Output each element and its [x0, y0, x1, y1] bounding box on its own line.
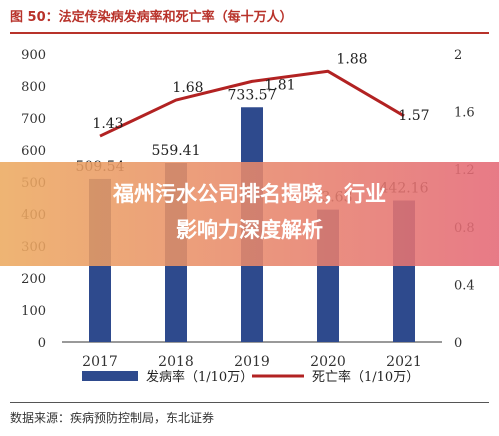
y-left-tick-label: 200: [21, 272, 46, 287]
line-data-label: 1.43: [92, 116, 123, 132]
y-left-tick-label: 800: [21, 80, 46, 95]
bar-data-label: 559.41: [152, 143, 201, 159]
title-rule: [10, 32, 489, 34]
figure-title: 图 50：法定传染病发病率和死亡率（每十万人）: [10, 10, 293, 25]
x-tick-label: 2021: [386, 354, 422, 370]
legend-bar-swatch: [82, 371, 138, 381]
y-left-tick-label: 700: [21, 112, 46, 127]
source-note: 数据来源：疾病预防控制局，东北证券: [10, 411, 215, 425]
y-right-tick-label: 2: [454, 48, 462, 63]
bar-data-label: 733.57: [228, 87, 277, 103]
legend-bar-label: 发病率（1/10万）: [146, 369, 253, 385]
y-left-tick-label: 900: [21, 48, 46, 63]
legend-line-label: 死亡率（1/10万）: [312, 369, 419, 385]
line-data-label: 1.88: [336, 51, 367, 67]
banner-line-1: 福州污水公司排名揭晓，行业: [113, 182, 386, 206]
line-data-label: 1.68: [172, 80, 203, 96]
banner-line-2: 影响力深度解析: [176, 218, 323, 242]
y-right-tick-label: 0: [454, 336, 462, 351]
x-tick-label: 2019: [234, 354, 270, 370]
y-left-tick-label: 0: [38, 336, 46, 351]
death-rate-line: [99, 69, 405, 138]
source-rule: [10, 402, 489, 403]
x-tick-label: 2017: [82, 354, 118, 370]
banner-headline: 福州污水公司排名揭晓，行业 影响力深度解析: [0, 176, 499, 248]
y-right-tick-label: 0.4: [454, 278, 475, 293]
y-right-tick-label: 1.6: [454, 106, 475, 121]
x-tick-label: 2020: [310, 354, 346, 370]
line-data-label: 1.57: [398, 108, 429, 124]
y-left-tick-label: 600: [21, 144, 46, 159]
y-left-tick-label: 100: [21, 304, 46, 319]
overlay-banner: [0, 162, 499, 266]
x-tick-label: 2018: [158, 354, 194, 370]
line-data-label: 1.81: [264, 77, 295, 93]
